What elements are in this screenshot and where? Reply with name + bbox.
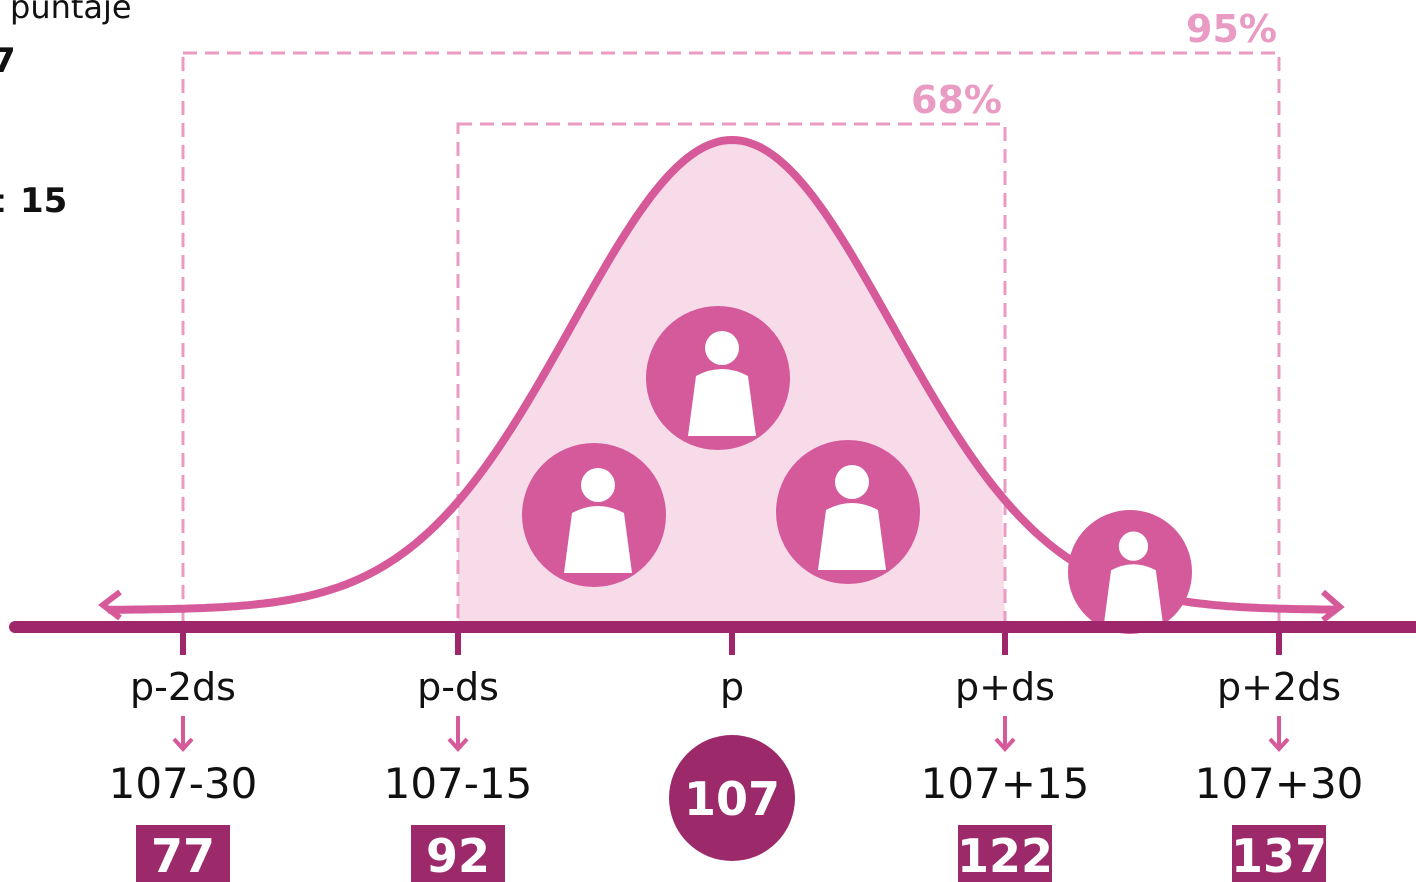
result: 77	[151, 829, 215, 882]
person-head	[835, 465, 869, 499]
down-arrow	[172, 716, 194, 752]
legend-text: :	[0, 181, 7, 221]
down-arrow	[1268, 716, 1290, 752]
person-body	[818, 503, 886, 570]
formula: 107-30	[109, 759, 258, 808]
legend-text: puntaje	[10, 0, 132, 26]
person-body	[1104, 564, 1163, 622]
position-symbol: p-ds	[417, 665, 499, 709]
position-symbol: p	[720, 665, 744, 709]
position-symbol: p+2ds	[1217, 665, 1341, 709]
person-body	[688, 369, 756, 436]
down-arrow	[994, 716, 1016, 752]
person-head	[705, 331, 739, 365]
legend-value: 7	[0, 41, 16, 81]
mean-circle	[669, 735, 795, 861]
result: 122	[957, 829, 1053, 882]
person-body	[564, 506, 632, 573]
down-arrow	[447, 716, 469, 752]
result: 92	[426, 829, 490, 882]
range-label: 95%	[1186, 7, 1277, 51]
result: 137	[1231, 829, 1327, 882]
formula: 107+15	[921, 759, 1090, 808]
legend-value: 15	[20, 181, 67, 221]
result-box	[136, 825, 230, 882]
result-box	[411, 825, 505, 882]
mean-value: 107	[684, 772, 780, 826]
formula: 107+30	[1195, 759, 1364, 808]
result-box	[958, 825, 1052, 882]
person-head	[581, 468, 615, 502]
formula: 107-15	[384, 759, 533, 808]
result-box	[1232, 825, 1326, 882]
position-symbol: p-2ds	[130, 665, 236, 709]
person-head	[1118, 531, 1149, 561]
range-label: 68%	[911, 78, 1002, 122]
position-symbol: p+ds	[955, 665, 1055, 709]
curve-arrows	[98, 589, 1345, 623]
